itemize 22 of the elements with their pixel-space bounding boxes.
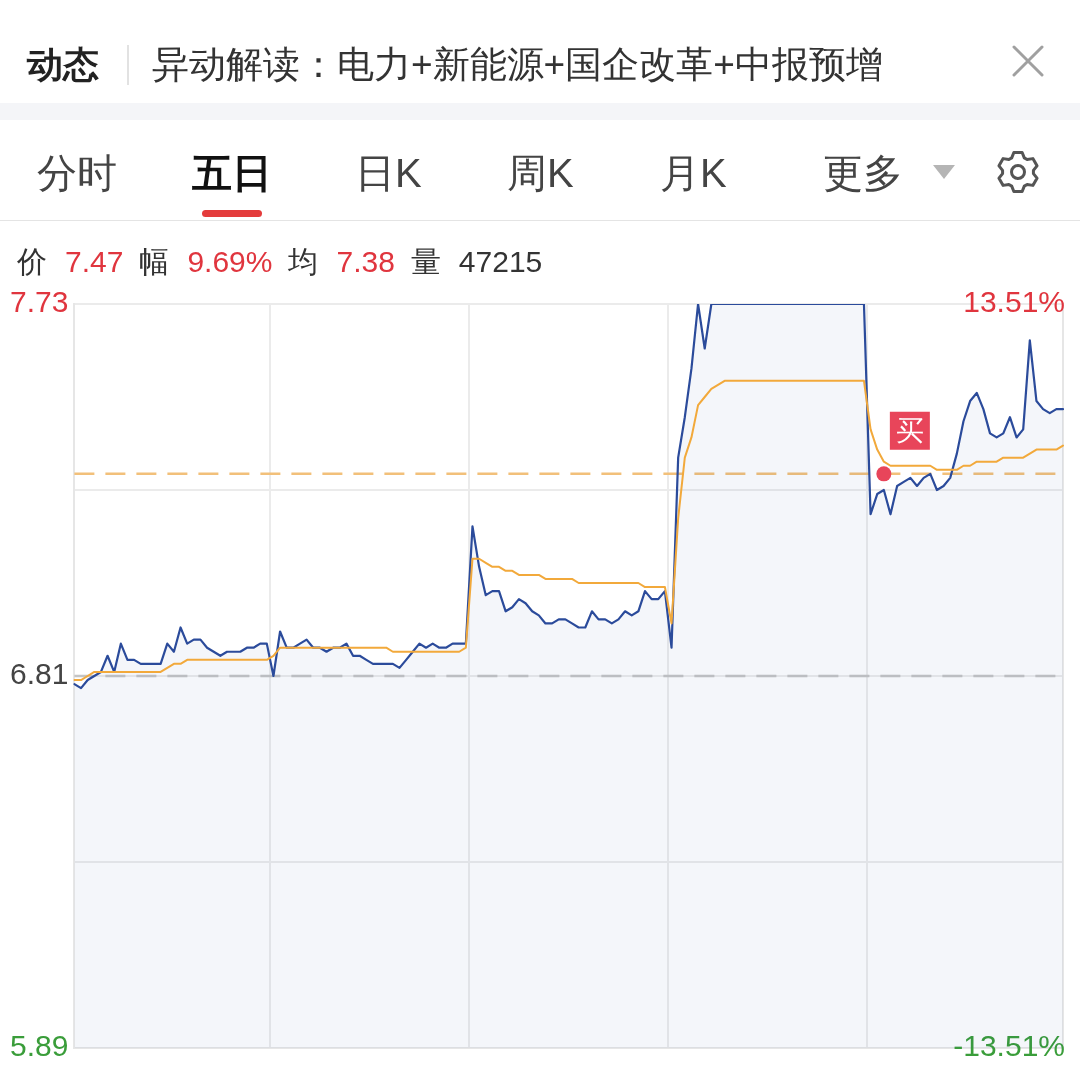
text: 量 <box>410 244 441 280</box>
text: 周K <box>507 150 574 197</box>
y-tick-label: 7.73 <box>10 285 69 319</box>
text: 分时 <box>37 150 117 197</box>
series-label: 买 <box>895 414 924 446</box>
y2-tick-label: 13.51% <box>963 285 1065 319</box>
chart-title: 异动解读：电力+新能源+国企改革+中报预增 <box>127 44 883 85</box>
y2-tick-label: -13.51% <box>953 1029 1065 1063</box>
text: 更多 <box>823 150 903 197</box>
text: 7.38 <box>336 244 395 280</box>
text: 五日 <box>192 150 272 197</box>
text: 7.47 <box>65 244 124 280</box>
text: 9.69% <box>187 244 273 280</box>
y-tick-label: 6.81 <box>10 657 69 691</box>
text: 47215 <box>458 244 543 280</box>
text: 动态 <box>27 43 99 87</box>
text: 月K <box>660 150 727 197</box>
text: 价 <box>17 244 47 280</box>
text: 均 <box>288 244 319 280</box>
text: 幅 <box>139 244 170 280</box>
y-tick-label: 5.89 <box>10 1029 69 1063</box>
text: 日K <box>355 150 422 197</box>
